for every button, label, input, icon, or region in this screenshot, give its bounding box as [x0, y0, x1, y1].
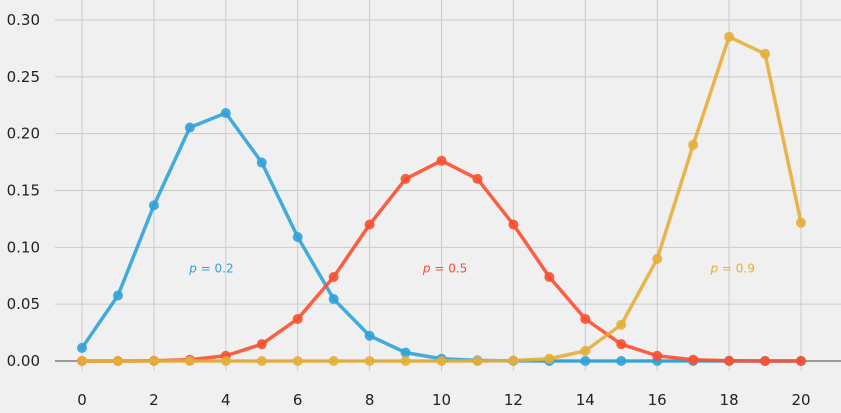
data-point	[472, 173, 483, 184]
data-point	[652, 253, 663, 264]
data-point	[256, 157, 267, 168]
data-point	[508, 355, 519, 366]
x-tick-label: 0	[77, 391, 87, 409]
data-point	[580, 356, 591, 366]
y-tick-label: 0.15	[7, 182, 40, 200]
data-point	[544, 353, 555, 364]
data-point	[364, 330, 375, 341]
data-point	[77, 342, 87, 353]
data-point	[220, 107, 231, 118]
data-point	[148, 200, 159, 211]
data-point	[688, 354, 699, 365]
data-point	[616, 339, 627, 350]
data-point	[400, 347, 411, 358]
data-point	[508, 219, 519, 230]
data-point	[184, 122, 195, 133]
data-point	[796, 217, 806, 228]
data-point	[796, 356, 806, 366]
data-point	[112, 290, 123, 301]
x-tick-label: 14	[576, 391, 595, 409]
data-point	[436, 155, 447, 166]
data-point	[760, 48, 771, 59]
data-point	[400, 173, 411, 184]
axes: 0 2 4 6 8 10 12 14 16 18 20 0.00 0.05 0.10 0.15 0.20 0.2…	[7, 11, 841, 409]
data-point	[760, 356, 771, 366]
x-tick-label: 8	[365, 391, 375, 409]
x-tick-label: 4	[221, 391, 231, 409]
x-tick-label: 12	[504, 391, 523, 409]
series-annotation-3: p = 0.9	[709, 261, 754, 275]
x-tick-label: 6	[293, 391, 303, 409]
y-tick-label: 0.00	[7, 352, 40, 370]
data-point	[652, 350, 663, 361]
data-point	[580, 345, 591, 356]
data-point	[77, 356, 87, 366]
series-annotation-1: p = 0.2	[188, 261, 233, 275]
data-point	[472, 356, 483, 366]
data-point	[364, 356, 375, 366]
data-point	[400, 356, 411, 366]
data-point	[544, 272, 555, 283]
data-point	[364, 219, 375, 230]
data-point	[580, 313, 591, 324]
data-point	[292, 313, 303, 324]
data-point	[328, 294, 339, 305]
data-point	[436, 356, 447, 366]
data-point	[724, 31, 735, 42]
y-tick-label: 0.20	[7, 125, 40, 143]
y-tick-label: 0.25	[7, 68, 40, 86]
series-annotation-2: p = 0.5	[422, 261, 467, 275]
x-tick-label: 20	[791, 391, 810, 409]
data-point	[256, 339, 267, 350]
data-point	[256, 356, 267, 366]
data-point	[292, 356, 303, 366]
y-tick-label: 0.05	[7, 295, 40, 313]
y-tick-label: 0.30	[7, 11, 40, 29]
data-point	[220, 356, 231, 366]
x-tick-label: 18	[720, 391, 739, 409]
x-tick-label: 16	[648, 391, 667, 409]
data-point	[616, 356, 627, 366]
data-point	[328, 272, 339, 283]
series-annotations: p = 0.2 p = 0.5 p = 0.9	[188, 261, 755, 275]
data-point	[148, 356, 159, 366]
y-tick-label: 0.10	[7, 238, 40, 256]
data-point	[112, 356, 123, 366]
data-point	[328, 356, 339, 366]
data-point	[688, 139, 699, 150]
x-tick-label: 2	[149, 391, 159, 409]
x-tick-label: 10	[432, 391, 451, 409]
data-point	[292, 231, 303, 242]
data-point	[724, 355, 735, 366]
series-lines	[77, 31, 806, 366]
data-point	[184, 356, 195, 366]
data-point	[616, 319, 627, 330]
